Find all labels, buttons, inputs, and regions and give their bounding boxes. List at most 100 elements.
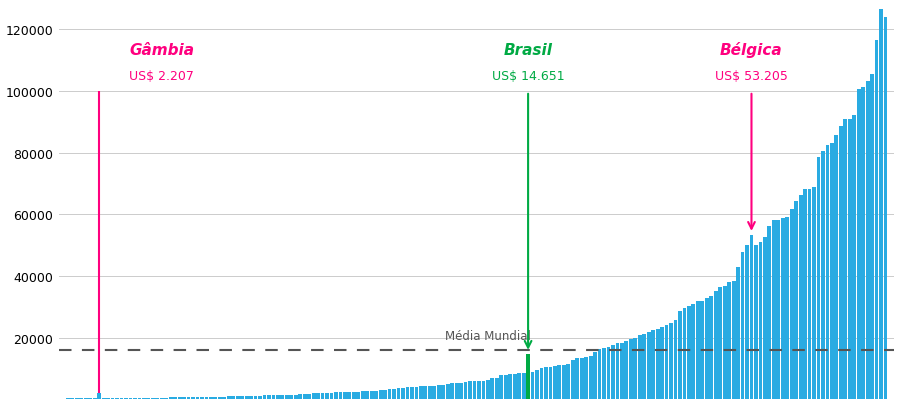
Bar: [423, 386, 428, 399]
Bar: [589, 356, 592, 399]
Bar: [370, 391, 374, 399]
Bar: [830, 144, 833, 399]
Bar: [803, 190, 807, 399]
Bar: [540, 368, 544, 399]
Bar: [656, 329, 660, 399]
Bar: [285, 395, 289, 399]
Bar: [165, 398, 168, 399]
Bar: [486, 380, 490, 399]
Bar: [329, 392, 333, 399]
Bar: [678, 311, 682, 399]
Text: US$ 2.207: US$ 2.207: [130, 70, 194, 83]
Bar: [383, 390, 387, 399]
Bar: [468, 382, 472, 399]
Bar: [602, 349, 606, 399]
Bar: [732, 281, 735, 399]
Bar: [504, 375, 508, 399]
Bar: [705, 298, 708, 399]
Bar: [133, 398, 137, 399]
Bar: [522, 373, 526, 399]
Bar: [772, 221, 776, 399]
Text: US$ 53.205: US$ 53.205: [715, 70, 788, 83]
Bar: [392, 389, 396, 399]
Bar: [750, 236, 753, 399]
Bar: [508, 375, 512, 399]
Bar: [691, 304, 696, 399]
Bar: [482, 381, 485, 399]
Bar: [281, 395, 284, 399]
Bar: [227, 396, 230, 399]
Bar: [575, 358, 579, 399]
Bar: [754, 245, 758, 399]
Bar: [156, 398, 159, 399]
Bar: [191, 397, 195, 399]
Bar: [857, 90, 860, 399]
Bar: [696, 302, 700, 399]
Bar: [491, 378, 494, 399]
Bar: [410, 387, 414, 399]
Bar: [652, 330, 655, 399]
Bar: [254, 396, 257, 399]
Text: Bélgica: Bélgica: [720, 42, 783, 58]
Bar: [781, 219, 785, 399]
Bar: [459, 383, 463, 399]
Bar: [374, 391, 378, 399]
Bar: [825, 146, 829, 399]
Bar: [790, 210, 794, 399]
Bar: [361, 391, 365, 399]
Bar: [347, 392, 351, 399]
Bar: [795, 202, 798, 399]
Bar: [884, 18, 887, 399]
Bar: [379, 390, 382, 399]
Bar: [661, 328, 664, 399]
Bar: [768, 227, 771, 399]
Bar: [665, 325, 669, 399]
Bar: [441, 385, 446, 399]
Bar: [682, 309, 687, 399]
Bar: [294, 394, 298, 399]
Bar: [249, 396, 253, 399]
Bar: [454, 383, 458, 399]
Bar: [124, 398, 128, 399]
Bar: [557, 365, 562, 399]
Bar: [316, 393, 320, 399]
Bar: [807, 190, 812, 399]
Bar: [861, 88, 865, 399]
Text: Brasil: Brasil: [504, 43, 553, 58]
Bar: [759, 242, 762, 399]
Bar: [500, 375, 503, 399]
Bar: [343, 392, 346, 399]
Bar: [419, 386, 423, 399]
Bar: [258, 396, 262, 399]
Bar: [401, 388, 405, 399]
Bar: [723, 286, 726, 399]
Bar: [727, 283, 731, 399]
Text: US$ 14.651: US$ 14.651: [491, 70, 564, 83]
Bar: [687, 306, 691, 399]
Bar: [620, 343, 624, 399]
Bar: [816, 158, 821, 399]
Bar: [446, 384, 450, 399]
Bar: [879, 10, 883, 399]
Bar: [320, 393, 325, 399]
Bar: [240, 396, 244, 399]
Bar: [647, 332, 651, 399]
Bar: [798, 195, 803, 399]
Bar: [714, 292, 717, 399]
Bar: [548, 367, 553, 399]
Bar: [736, 267, 740, 399]
Bar: [356, 392, 360, 399]
Bar: [182, 397, 186, 399]
Bar: [812, 188, 816, 399]
Bar: [352, 392, 356, 399]
Bar: [518, 373, 521, 399]
Bar: [513, 374, 517, 399]
Bar: [866, 81, 869, 399]
Bar: [142, 398, 146, 399]
Bar: [584, 357, 588, 399]
Bar: [450, 384, 454, 399]
Bar: [231, 396, 235, 399]
Bar: [204, 397, 208, 399]
Bar: [834, 135, 838, 399]
Bar: [218, 397, 221, 399]
